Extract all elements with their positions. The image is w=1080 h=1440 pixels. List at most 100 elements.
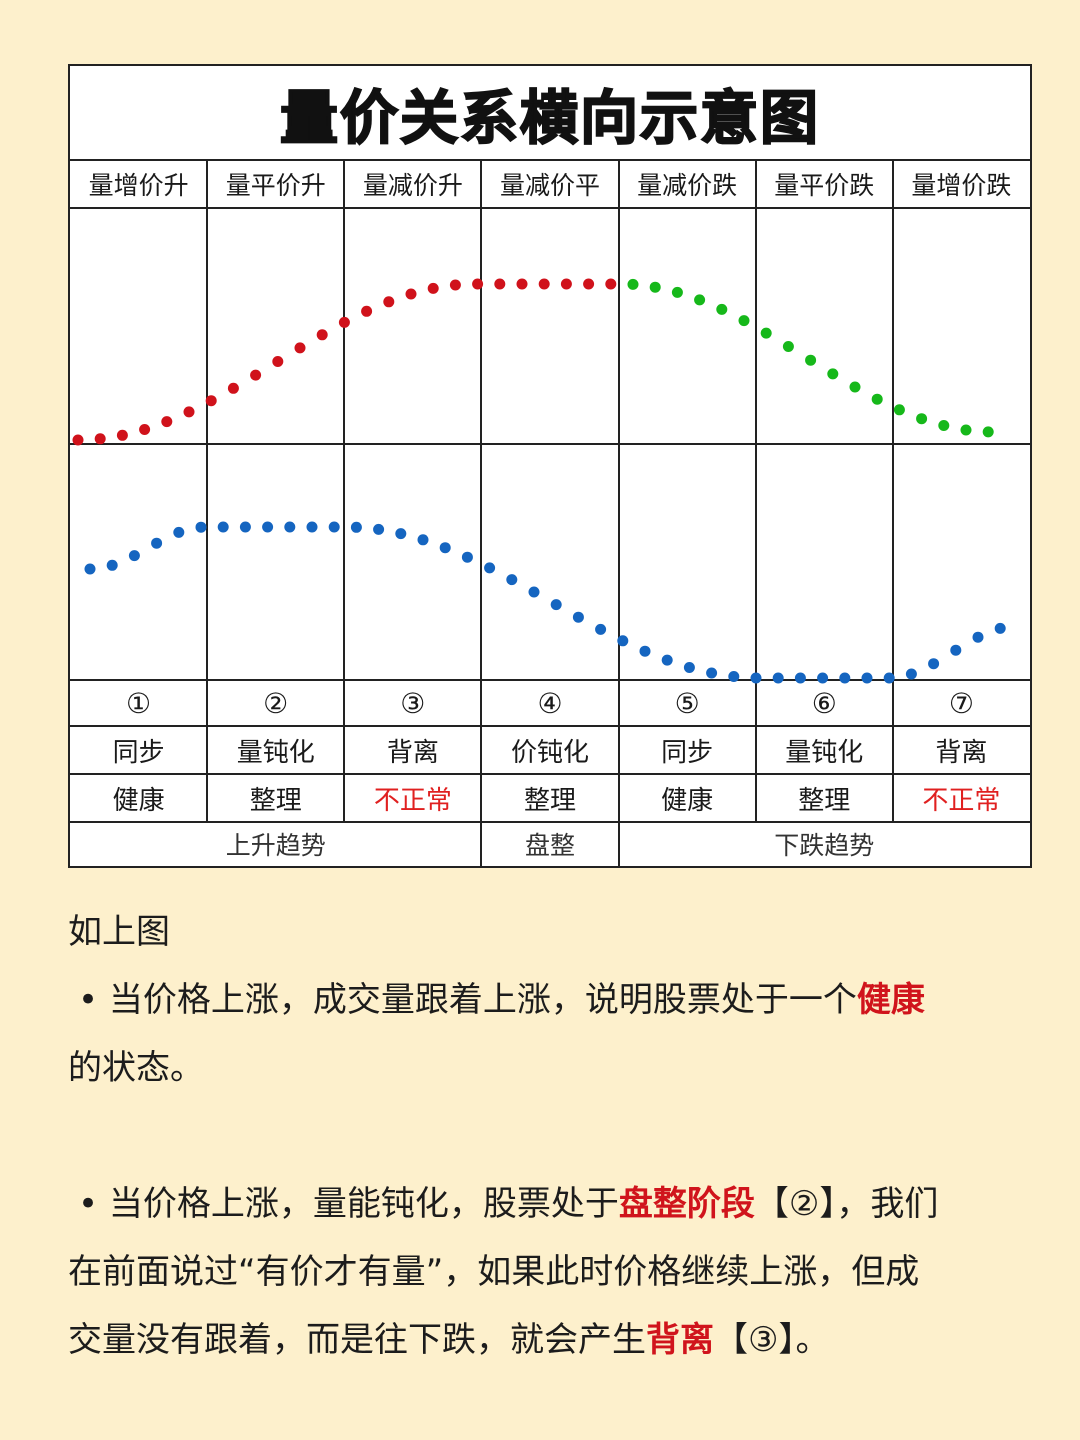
p2-highlight: 盘整阶段 (618, 1184, 755, 1224)
diagram-canvas (70, 159, 1030, 866)
column-number: ③ (400, 686, 426, 720)
p2-highlight-2: 背离 (646, 1320, 714, 1360)
column-number: ② (263, 686, 289, 720)
volume-price-diagram: 量价关系横向示意图 量增价升 ① 同步 健康 量平价升 ② 量钝化 整理 量减价升 ③ 背离 不正常 量… (68, 64, 1032, 868)
intro-line: 如上图 (68, 904, 170, 953)
column-header: 量增价跌 (911, 171, 1012, 200)
volume-dot (84, 563, 96, 575)
volume-dot (817, 672, 829, 684)
price-dot-down (782, 341, 794, 352)
price-dot-down (916, 413, 928, 425)
price-dot-down (671, 286, 683, 298)
price-dot-up (272, 356, 284, 367)
volume-dot (106, 559, 118, 571)
paragraph-2-line-1: • 当价格上涨，量能钝化，股票处于盘整阶段【②】，我们 (78, 1176, 938, 1225)
price-dot-down (871, 393, 883, 405)
price-dot-up (383, 296, 395, 308)
volume-dot (861, 672, 873, 684)
price-dot-down (738, 315, 750, 327)
volume-dot (173, 526, 185, 538)
volume-dot (550, 599, 562, 611)
column-header: 量减价跌 (637, 171, 738, 200)
price-dot-up (494, 278, 506, 290)
volume-dot (750, 672, 762, 684)
volume-dot (284, 521, 296, 533)
volume-dot (217, 521, 229, 533)
price-dot-up (139, 424, 151, 435)
volume-dot (728, 671, 740, 682)
column-nature: 量钝化 (785, 737, 864, 768)
price-dot-down (805, 354, 817, 366)
price-dot-up (361, 305, 373, 317)
volume-dot (905, 668, 917, 680)
volume-dot (994, 622, 1006, 634)
price-dot-up (161, 416, 173, 428)
p2-text-b: 【②】，我们 (754, 1184, 939, 1224)
volume-dot (328, 521, 340, 533)
volume-dot (928, 658, 940, 670)
paragraph-1-line-1: • 当价格上涨，成交量跟着上涨，说明股票处于一个健康 (78, 972, 925, 1021)
column-nature: 背离 (386, 737, 439, 768)
p1-text-b: 的状态。 (68, 1048, 204, 1088)
price-dot-down (760, 327, 772, 339)
volume-dot (439, 542, 451, 554)
phase-label: 下跌趋势 (774, 831, 875, 860)
diagram-title: 量价关系横向示意图 (279, 83, 820, 153)
volume-dot (617, 635, 629, 647)
volume-dot (306, 521, 318, 533)
price-dot-up (405, 288, 417, 300)
price-dot-down (938, 420, 950, 431)
price-dot-up (250, 369, 262, 381)
volume-dot (128, 550, 140, 562)
volume-dot (772, 672, 784, 684)
price-dot-down (982, 426, 994, 438)
price-dot-up (227, 382, 239, 394)
p1-highlight: 健康 (856, 980, 925, 1020)
p2-text-c: 在前面说过“有价才有量”，如果此时价格继续上涨，但成 (68, 1252, 920, 1292)
volume-dot (417, 534, 429, 546)
column-header: 量增价升 (88, 171, 189, 200)
price-dot-up (338, 316, 350, 328)
price-dot-up (449, 279, 461, 291)
price-dot-down (716, 303, 728, 315)
price-dot-up (560, 278, 572, 290)
price-dot-down (649, 281, 661, 293)
column-nature: 量钝化 (236, 737, 315, 768)
volume-dot (262, 521, 274, 533)
p2-text-a: • 当价格上涨，量能钝化，股票处于 (78, 1184, 619, 1224)
price-dot-down (627, 278, 639, 290)
volume-dot (461, 551, 473, 563)
column-number: ⑥ (811, 686, 837, 720)
volume-dot (239, 521, 251, 533)
volume-dot (151, 537, 163, 549)
column-number: ① (126, 686, 152, 720)
column-nature: 同步 (112, 737, 165, 768)
volume-dot (661, 654, 673, 666)
price-dot-up (516, 278, 528, 290)
column-status: 不正常 (373, 785, 452, 816)
column-header: 量平价升 (225, 171, 326, 200)
price-dot-up (116, 429, 128, 441)
volume-dot (839, 672, 851, 684)
column-number: ④ (537, 686, 563, 720)
volume-dot (972, 631, 984, 643)
volume-dot (484, 562, 496, 574)
p2-text-d: 交量没有跟着，而是往下跌，就会产生 (68, 1320, 646, 1360)
price-dot-up (583, 278, 595, 290)
price-dot-down (960, 424, 972, 436)
volume-dot (794, 672, 806, 684)
volume-dot (706, 667, 718, 679)
price-dot-up (427, 282, 439, 294)
price-dot-down (849, 381, 861, 393)
price-dot-up (294, 342, 306, 354)
column-status: 整理 (798, 785, 851, 816)
price-dot-up (538, 278, 550, 290)
p2-text-e: 【③】。 (714, 1320, 830, 1360)
volume-dot (950, 644, 962, 656)
price-dot-up (94, 433, 106, 445)
price-dot-up (205, 395, 217, 407)
column-nature: 价钝化 (510, 737, 589, 768)
paragraph-1-line-2: 的状态。 (68, 1040, 204, 1089)
price-dot-up (72, 434, 84, 446)
price-dot-up (316, 329, 328, 341)
